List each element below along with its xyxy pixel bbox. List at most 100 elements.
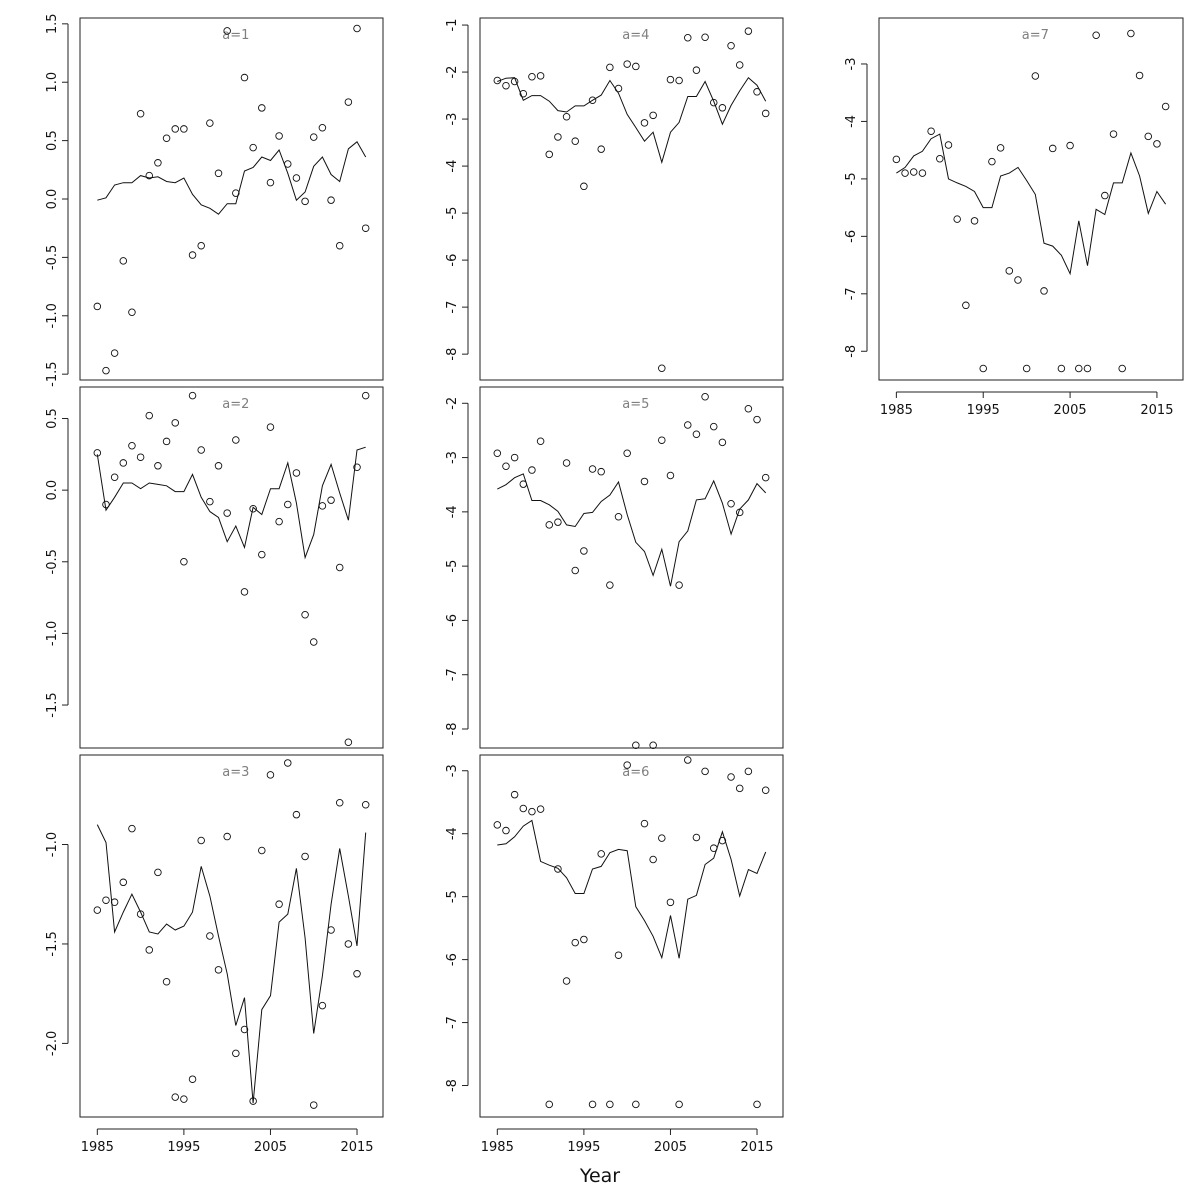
observed-point [240,1025,249,1034]
observed-point [128,308,136,317]
observed-point [962,301,970,310]
panel-title: a=4 [622,28,649,43]
observed-point [327,496,335,504]
observed-point [309,1101,318,1109]
observed-point [614,84,623,93]
observed-point [510,77,519,86]
y-tick-label: -6 [445,953,460,966]
observed-point [1022,364,1031,373]
observed-point [1066,141,1074,150]
observed-point [727,773,735,781]
observed-point [970,217,979,225]
plot-frame [878,17,1184,381]
y-tick-label: -2 [445,66,460,79]
y-tick-label: -1.0 [45,621,60,646]
observed-point [744,767,753,776]
observed-point [936,155,944,163]
observed-point [353,970,361,978]
observed-point [623,449,631,457]
x-tick-label: 2005 [254,1140,287,1155]
fitted-line [96,824,367,1104]
observed-point [223,27,231,35]
observed-point [528,807,536,816]
observed-point [623,761,631,769]
observed-point [744,404,753,413]
observed-point [119,878,128,887]
observed-point [214,462,223,470]
observed-point [292,810,301,819]
observed-point [709,844,718,852]
observed-point [562,112,571,121]
observed-point [180,1095,188,1103]
observed-point [93,449,102,457]
y-tick-label: 1.0 [45,72,60,93]
observed-point [266,771,275,779]
y-tick-label: -2.0 [45,1031,60,1056]
observed-point [1014,276,1022,284]
observed-point [223,509,231,517]
observed-point [102,366,110,375]
observed-point [266,423,275,431]
y-tick-label: 0.0 [45,480,60,501]
plot-frame [479,17,784,381]
observed-point [284,500,292,509]
observed-point [1127,29,1135,38]
y-tick-label: -1.5 [45,361,60,386]
observed-point [562,459,571,467]
panel-title: a=1 [222,28,249,43]
observed-point [658,436,666,444]
observed-point [988,157,996,166]
observed-point [309,638,318,646]
observed-point [292,174,301,182]
y-tick-label: 1.5 [45,13,60,34]
observed-point [640,477,649,486]
fitted-line [497,76,767,165]
observed-point [580,547,588,555]
y-tick-label: 0.5 [45,408,60,429]
observed-point [335,563,344,572]
y-tick-label: -2 [445,397,460,410]
observed-point [258,550,266,559]
panel-5: a=5 -8 -7 -6 -5 -4 -3 -2 [445,386,784,750]
observed-point [606,63,614,72]
y-tick-label: -8 [844,345,859,358]
observed-point [171,419,179,427]
y-tick-label: -5 [445,890,460,903]
observed-point [223,832,231,841]
observed-point [258,104,266,112]
observed-point [545,521,554,529]
y-tick-label: -8 [445,1079,460,1092]
observed-point [892,155,901,164]
y-tick-label: -3 [445,451,460,464]
y-tick-label: -7 [844,287,859,300]
x-tick-label: 1985 [481,1140,514,1155]
observed-point [1005,267,1014,275]
panel-2: a=2 -1.5 -1.0 -0.5 0.0 0.5 [45,386,384,749]
observed-point [502,826,510,835]
observed-point [979,364,987,373]
observed-point [632,62,640,71]
observed-point [145,946,154,954]
observed-point [597,850,605,858]
observed-point [519,89,528,98]
observed-point [658,834,666,842]
observed-point [493,449,502,457]
observed-point [1135,71,1144,80]
observed-point [327,196,335,204]
x-tick-label: 2015 [740,1140,773,1155]
observed-point [1118,364,1126,373]
observed-point [1153,140,1161,148]
observed-point [171,125,179,133]
panel-4: a=4 -8 -7 -6 -5 -4 -3 -2 -1 [445,17,784,381]
observed-point [554,865,562,873]
observed-point [232,189,240,197]
observed-point [554,518,562,526]
y-tick-label: -1.5 [45,692,60,717]
observed-point [180,558,188,566]
observed-point [580,182,588,191]
observed-point [128,441,136,450]
observed-point [102,896,110,904]
observed-point [554,133,562,141]
observed-point [266,178,275,187]
